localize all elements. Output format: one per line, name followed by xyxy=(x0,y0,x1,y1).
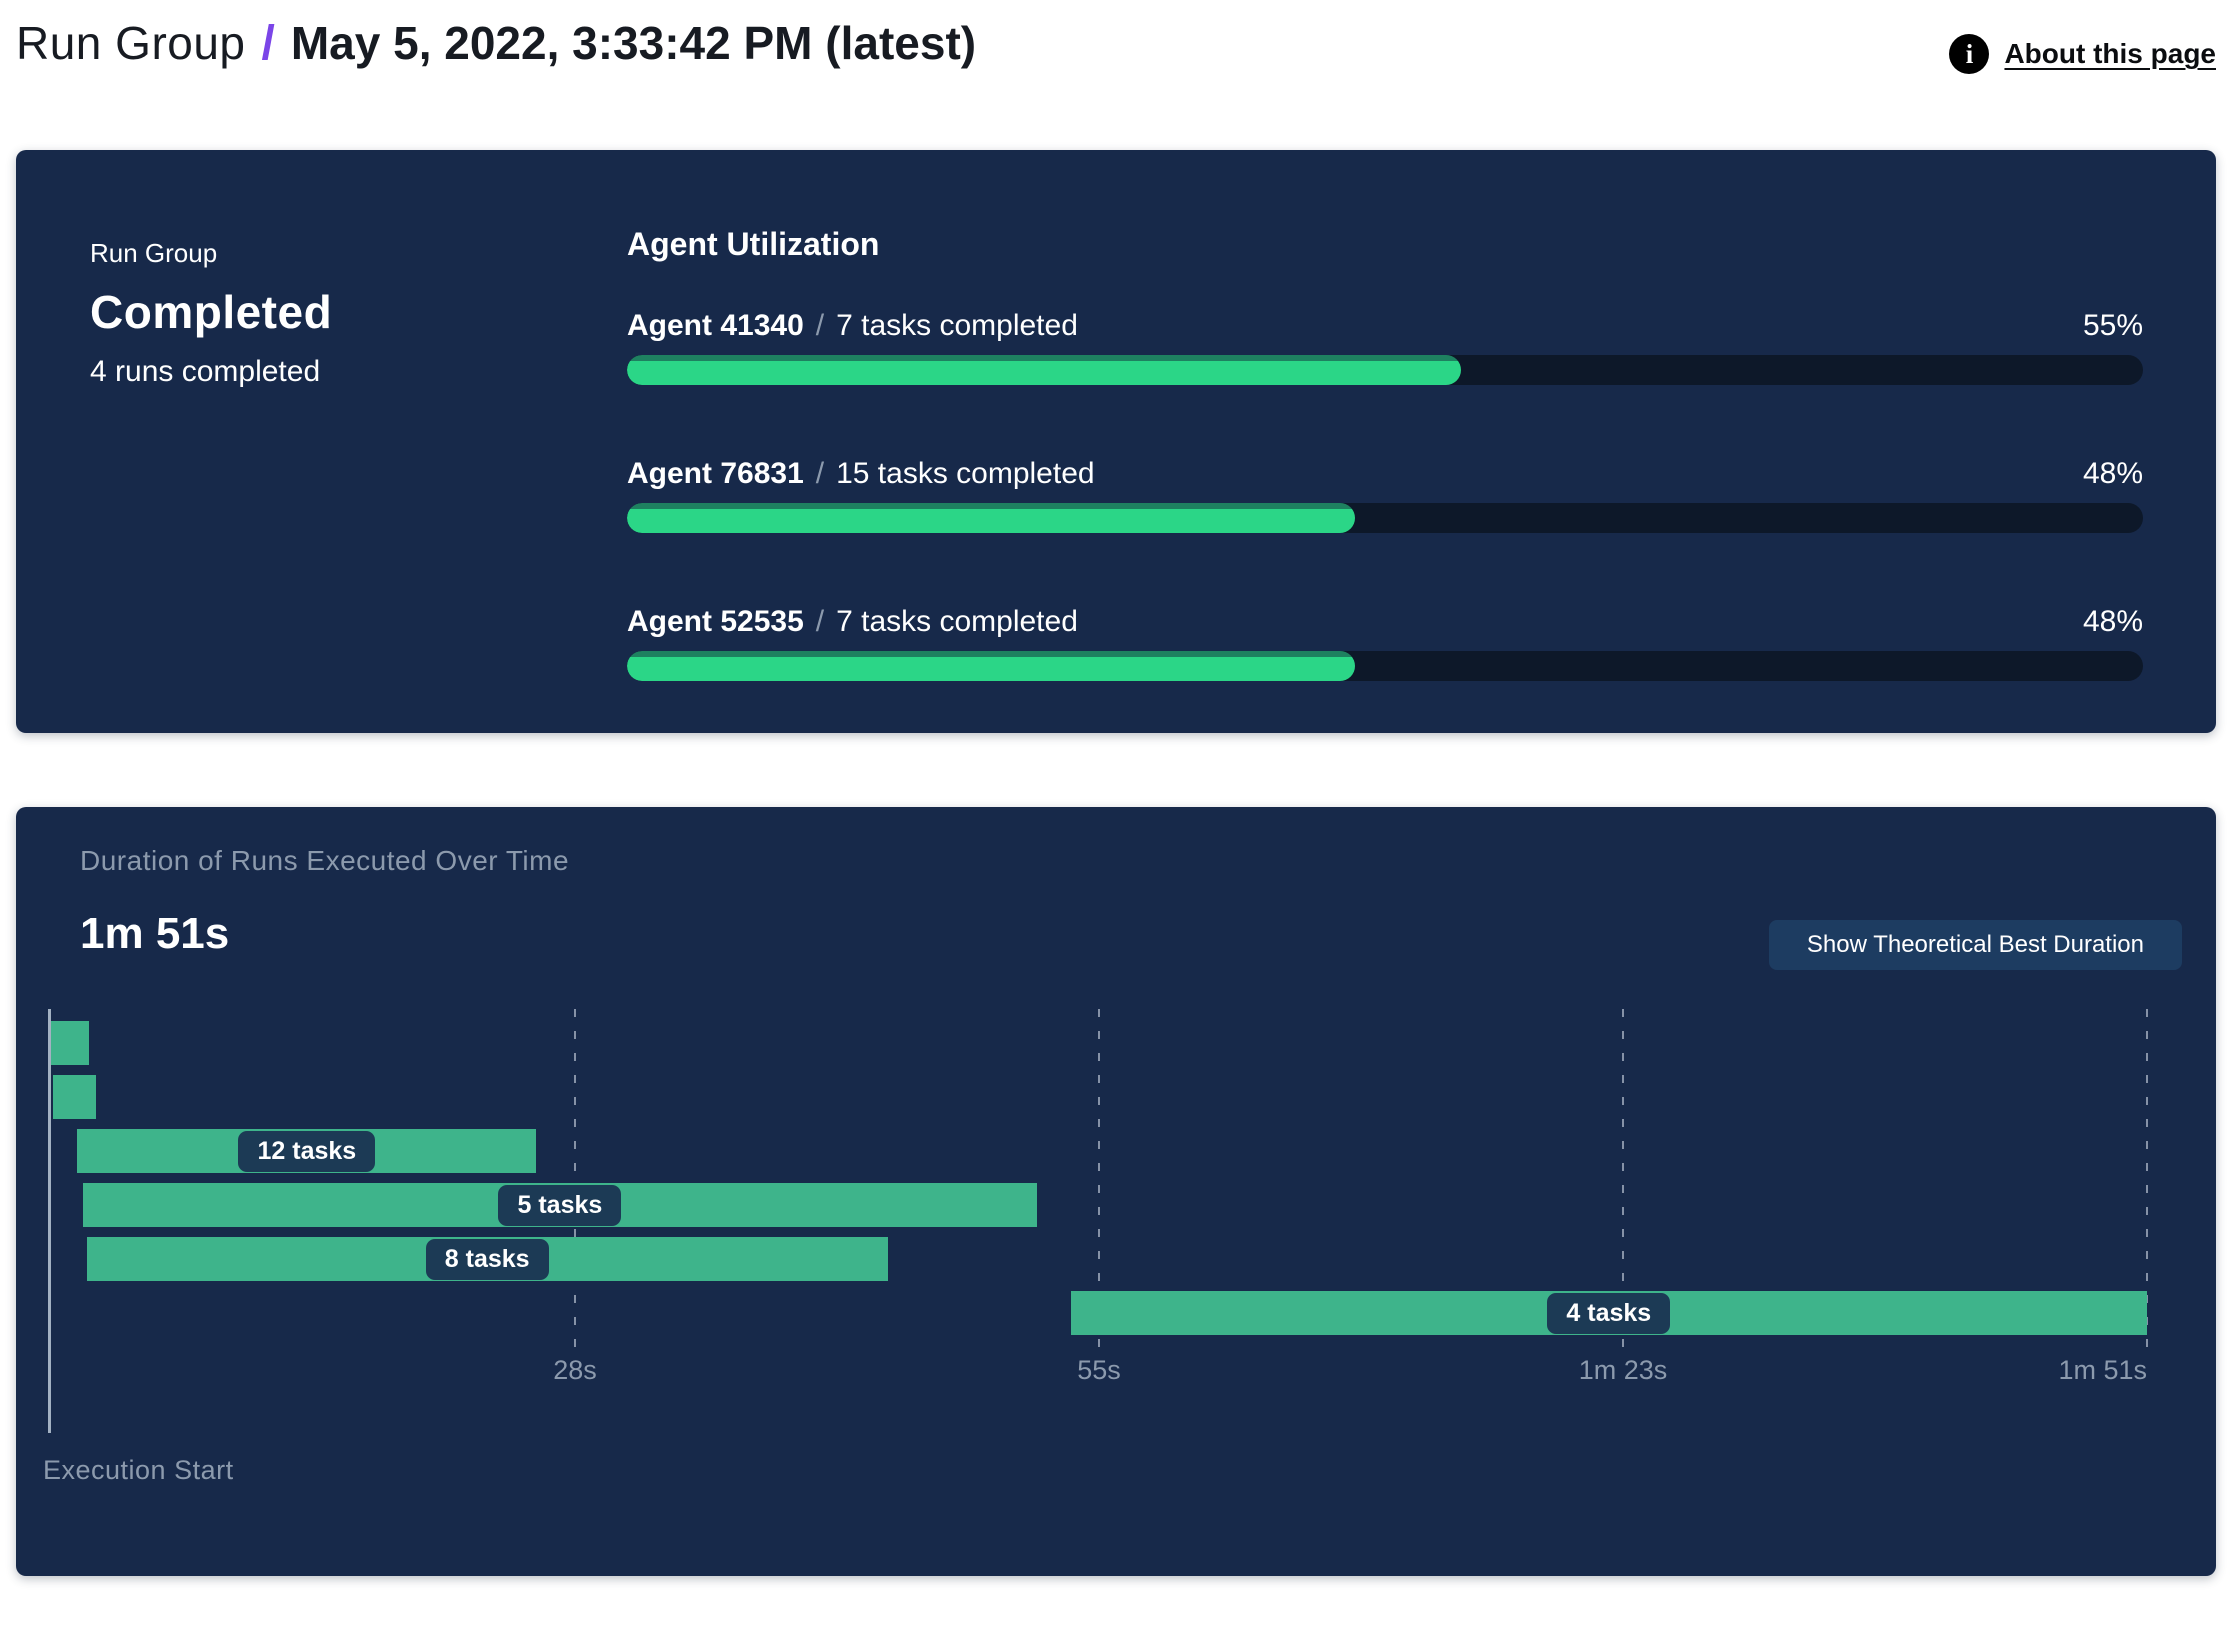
agent-label-separator: / xyxy=(815,605,825,638)
utilization-progress-track xyxy=(627,355,2143,385)
utilization-progress-track xyxy=(627,651,2143,681)
breadcrumb-run-group[interactable]: Run Group xyxy=(16,17,246,69)
agent-utilization-pct: 48% xyxy=(2082,457,2143,490)
agent-name: Agent 41340 xyxy=(627,309,804,342)
agent-row: Agent 76831 / 15 tasks completed 48% xyxy=(627,455,2143,533)
agent-utilization-block: Agent Utilization Agent 41340 / 7 tasks … xyxy=(627,222,2143,733)
run-group-status-block: Run Group Completed 4 runs completed xyxy=(90,222,627,733)
runs-completed-count: 4 runs completed xyxy=(90,355,321,388)
execution-start-label: Execution Start xyxy=(43,1455,234,1485)
task-count-pill: 4 tasks xyxy=(1547,1292,1671,1334)
breadcrumb-separator: / xyxy=(261,17,275,70)
gantt-gridlines: 28s 55s 1m 23s 1m 51s xyxy=(51,1009,2148,1529)
run-group-summary-panel: Run Group Completed 4 runs completed Age… xyxy=(16,150,2216,733)
agent-utilization-pct: 48% xyxy=(2082,605,2143,638)
agent-row: Agent 41340 / 7 tasks completed 55% xyxy=(627,307,2143,385)
run-group-label: Run Group xyxy=(90,238,218,268)
agent-name: Agent 76831 xyxy=(627,457,804,490)
axis-tick-label: 1m 23s xyxy=(1578,1355,1668,1385)
agent-tasks-completed: 15 tasks completed xyxy=(836,457,1095,490)
gantt-run-bar[interactable]: 4 tasks xyxy=(1070,1291,2147,1335)
task-count-pill: 8 tasks xyxy=(425,1238,549,1280)
duration-panel: Duration of Runs Executed Over Time 1m 5… xyxy=(16,807,2216,1576)
gridline xyxy=(2146,1009,2148,1350)
about-this-page-link[interactable]: i About this page xyxy=(1949,34,2216,74)
gantt-run-bar[interactable] xyxy=(52,1075,97,1119)
gantt-rows: 12 tasks 5 tasks 8 tasks 4 tasks xyxy=(51,1009,2147,1529)
axis-tick-label: 28s xyxy=(553,1355,597,1385)
utilization-progress-fill xyxy=(627,355,1461,385)
gantt-run-bar[interactable] xyxy=(51,1021,89,1065)
info-icon[interactable]: i xyxy=(1949,34,1990,74)
agent-utilization-title: Agent Utilization xyxy=(627,226,880,262)
agent-tasks-completed: 7 tasks completed xyxy=(836,309,1078,342)
agent-row: Agent 52535 / 7 tasks completed 48% xyxy=(627,603,2143,681)
agent-utilization-pct: 55% xyxy=(2082,309,2143,342)
page: Run Group / May 5, 2022, 3:33:42 PM (lat… xyxy=(16,0,2216,1576)
agent-label-separator: / xyxy=(815,457,825,490)
about-this-page-label[interactable]: About this page xyxy=(2004,38,2216,69)
run-group-status: Completed xyxy=(90,286,333,338)
gantt-run-bar[interactable]: 8 tasks xyxy=(86,1237,888,1281)
total-duration-value: 1m 51s xyxy=(80,909,230,958)
gantt-run-bar[interactable]: 12 tasks xyxy=(77,1129,537,1173)
page-header: Run Group / May 5, 2022, 3:33:42 PM (lat… xyxy=(16,0,2216,150)
agent-label-separator: / xyxy=(815,309,825,342)
duration-chart-title: Duration of Runs Executed Over Time xyxy=(80,845,570,876)
gridline xyxy=(574,1009,576,1350)
task-count-pill: 12 tasks xyxy=(238,1130,376,1172)
axis-tick-label: 55s xyxy=(1077,1355,1121,1385)
page-title: May 5, 2022, 3:33:42 PM (latest) xyxy=(290,17,977,69)
gantt-run-bar[interactable]: 5 tasks xyxy=(83,1183,1037,1227)
execution-start-axis-line xyxy=(48,1009,51,1433)
gridline xyxy=(1098,1009,1100,1350)
agent-row-label: Agent 76831 / 15 tasks completed 48% xyxy=(627,455,2143,493)
gridline xyxy=(1622,1009,1624,1350)
agent-row-label: Agent 41340 / 7 tasks completed 55% xyxy=(627,307,2143,345)
axis-tick-label: 1m 51s xyxy=(2058,1355,2147,1385)
agent-row-label: Agent 52535 / 7 tasks completed 48% xyxy=(627,603,2143,641)
task-count-pill: 5 tasks xyxy=(498,1184,622,1226)
agent-tasks-completed: 7 tasks completed xyxy=(836,605,1078,638)
gantt-chart: 28s 55s 1m 23s 1m 51s 12 tasks 5 tasks 8 task… xyxy=(43,1009,2148,1529)
utilization-progress-fill xyxy=(627,651,1355,681)
utilization-progress-track xyxy=(627,503,2143,533)
show-theoretical-best-duration-button[interactable]: Show Theoretical Best Duration xyxy=(1768,920,2182,970)
breadcrumb: Run Group / May 5, 2022, 3:33:42 PM (lat… xyxy=(16,16,976,71)
utilization-progress-fill xyxy=(627,503,1355,533)
agent-name: Agent 52535 xyxy=(627,605,804,638)
